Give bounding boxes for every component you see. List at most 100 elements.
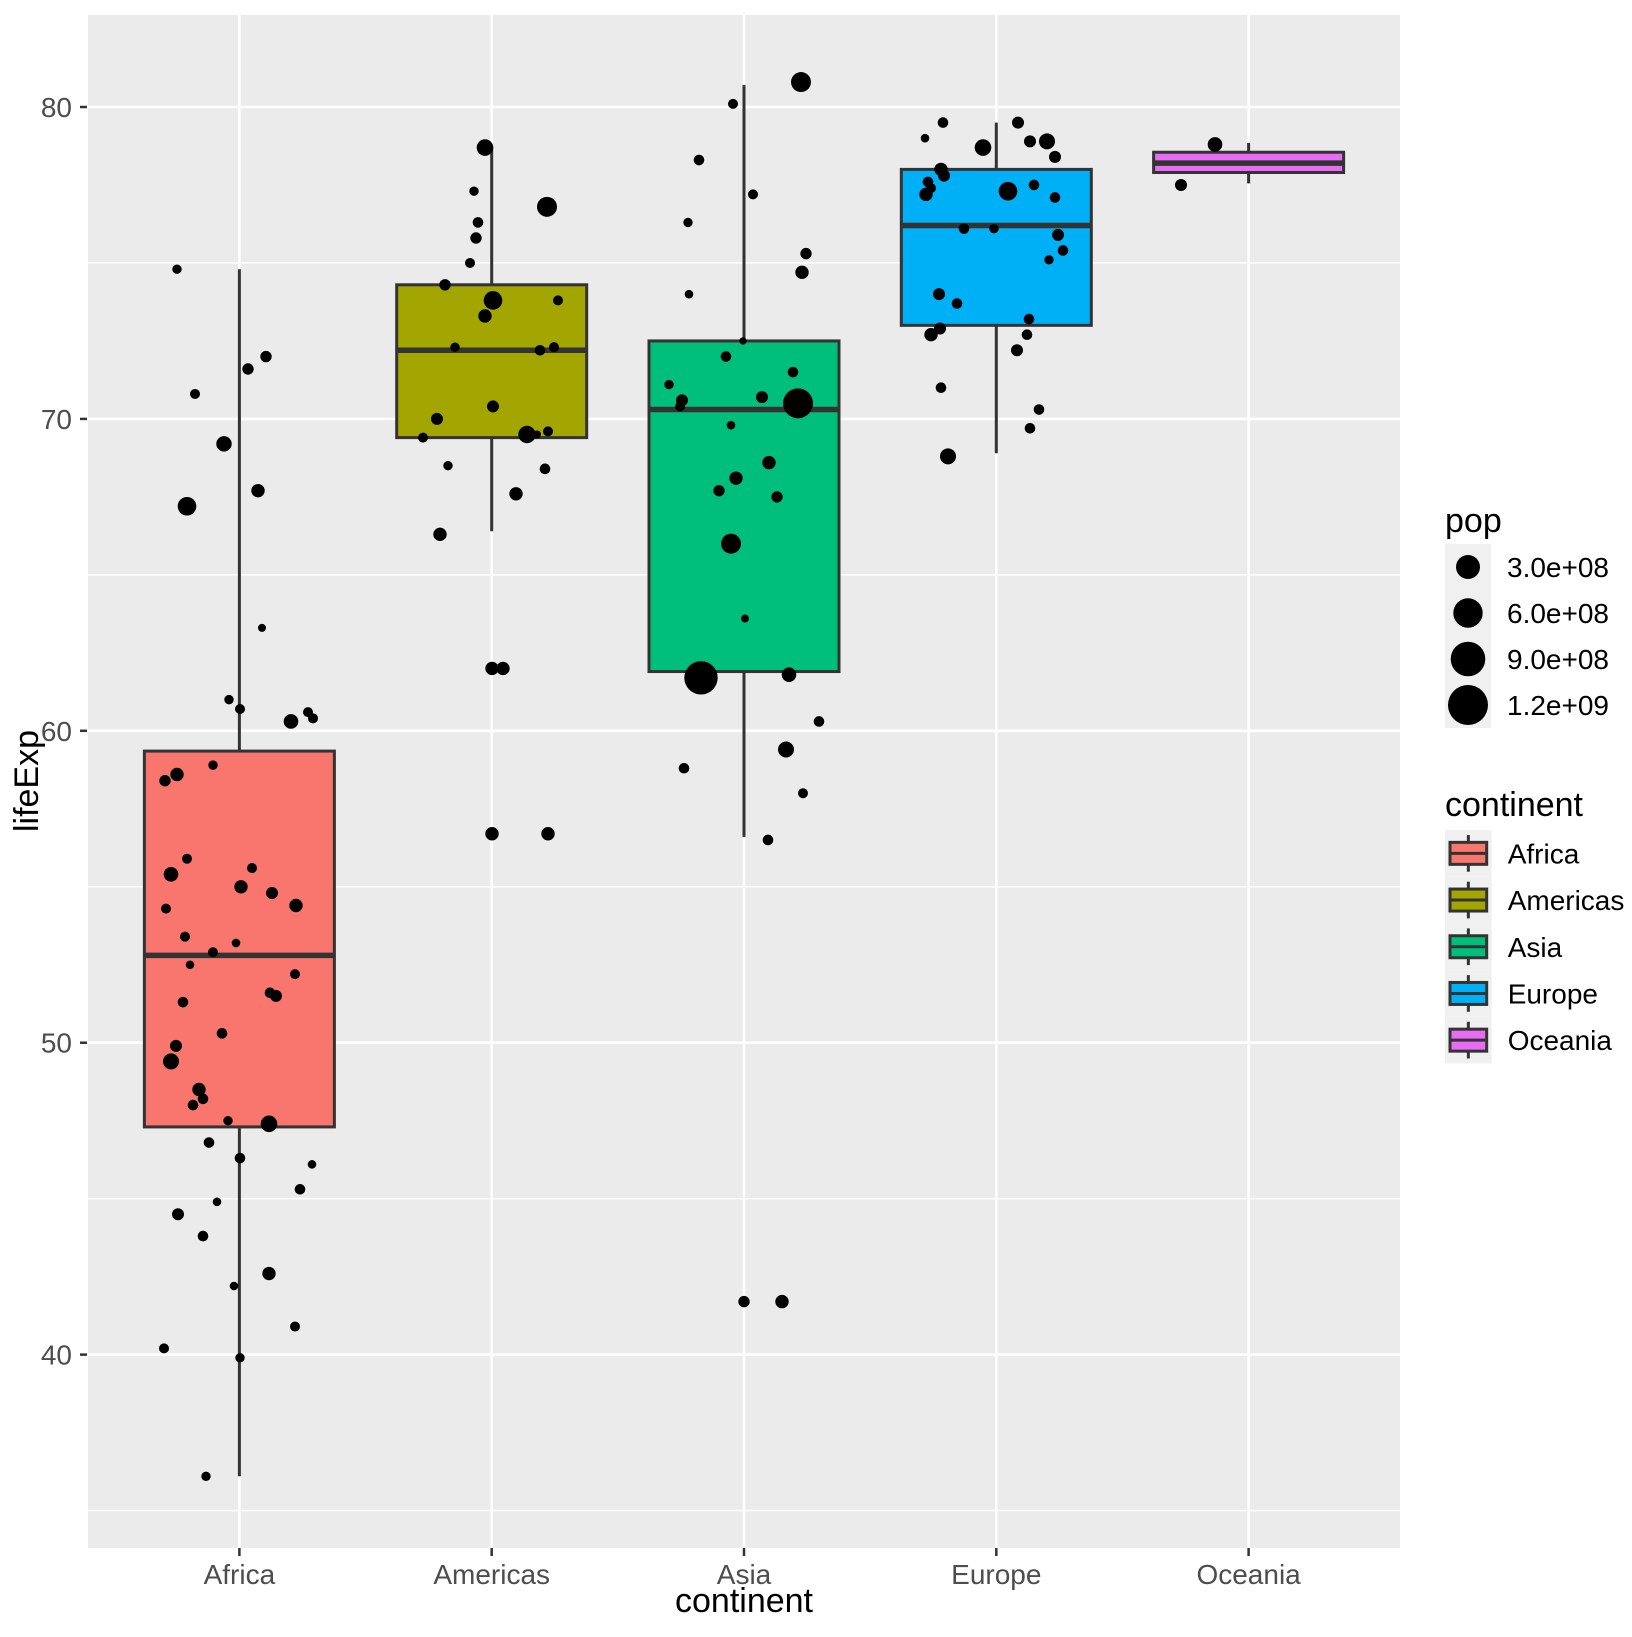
legend-pop-title: pop	[1445, 502, 1502, 540]
data-point	[159, 775, 171, 787]
x-tick-label: Oceania	[1196, 1559, 1301, 1590]
data-point	[1207, 137, 1223, 152]
data-point	[229, 1281, 239, 1291]
data-point	[728, 98, 738, 109]
data-point	[294, 1184, 306, 1195]
data-point	[469, 186, 479, 196]
data-point	[778, 741, 794, 758]
data-point	[791, 72, 811, 93]
data-point	[161, 903, 171, 914]
legend-pop-label: 9.0e+08	[1507, 644, 1609, 675]
data-point	[940, 448, 956, 465]
data-point	[450, 342, 460, 352]
data-point	[187, 1099, 199, 1111]
data-point	[470, 232, 482, 244]
data-point	[998, 181, 1018, 201]
data-point	[533, 430, 541, 439]
data-point	[678, 762, 690, 774]
data-point	[163, 1053, 179, 1070]
data-point	[726, 420, 736, 430]
data-point	[739, 337, 747, 345]
data-point	[762, 834, 774, 846]
legend-pop-circle	[1450, 641, 1486, 677]
data-point	[934, 322, 946, 335]
data-point	[260, 350, 272, 363]
data-point	[1044, 255, 1054, 265]
data-point	[485, 661, 499, 676]
data-point	[476, 139, 494, 156]
data-point	[177, 496, 197, 516]
data-point	[935, 382, 947, 394]
data-point	[738, 1295, 750, 1308]
data-point	[920, 133, 930, 143]
legend-pop-circle	[1448, 685, 1488, 725]
data-point	[170, 767, 184, 782]
data-point	[958, 223, 970, 234]
points-americas	[418, 139, 563, 841]
data-point	[290, 969, 300, 980]
data-point	[247, 863, 257, 874]
data-point	[439, 279, 451, 291]
x-tick-label: Africa	[204, 1559, 276, 1590]
data-point	[684, 289, 694, 299]
data-point	[693, 154, 705, 166]
data-point	[729, 471, 743, 485]
legend-pop-label: 3.0e+08	[1507, 552, 1609, 583]
axes: 40 50 60 70 80 Africa Americas Asia Europe Oceani…	[41, 92, 1301, 1590]
data-point	[290, 1321, 300, 1332]
data-point	[771, 491, 783, 503]
legend-pop-label: 1.2e+09	[1507, 690, 1609, 721]
data-point	[235, 1353, 245, 1363]
points-oceania	[1175, 137, 1223, 191]
data-point	[1039, 133, 1055, 150]
data-point	[234, 1152, 246, 1164]
data-point	[781, 667, 797, 682]
data-point	[541, 827, 555, 841]
data-point	[159, 1343, 169, 1354]
data-point	[1023, 313, 1035, 325]
data-point	[235, 703, 245, 714]
data-point	[539, 463, 551, 475]
data-point	[762, 455, 776, 470]
legend-continent-label: Africa	[1508, 838, 1580, 869]
data-point	[783, 388, 813, 419]
data-point	[216, 1028, 228, 1039]
data-point	[1011, 344, 1023, 357]
box-iqr	[142, 749, 336, 1129]
legend-continent-label: Asia	[1508, 932, 1563, 963]
data-point	[472, 217, 484, 228]
data-point	[190, 388, 200, 399]
data-point	[543, 426, 553, 437]
data-point	[933, 288, 945, 301]
data-point	[684, 661, 718, 695]
data-point	[208, 947, 218, 958]
legend-pop-label: 6.0e+08	[1507, 598, 1609, 629]
data-point	[787, 366, 799, 378]
data-point	[534, 344, 546, 356]
data-point	[177, 996, 189, 1008]
data-point	[483, 291, 503, 310]
data-point	[937, 117, 949, 128]
legend-continent-label: Americas	[1508, 885, 1625, 916]
data-point	[720, 351, 732, 362]
data-point	[1021, 329, 1033, 340]
data-point	[1024, 135, 1036, 148]
data-point	[1012, 116, 1024, 129]
y-tick-label: 80	[41, 92, 72, 123]
data-point	[289, 898, 303, 913]
data-point	[1024, 422, 1036, 434]
data-point	[775, 1294, 789, 1309]
data-point	[741, 614, 749, 623]
data-point	[478, 309, 492, 323]
data-point	[308, 713, 318, 724]
data-point	[989, 223, 999, 234]
legend: 3.0e+08 6.0e+08 9.0e+08 1.2e+09 Africa Americ…	[1445, 544, 1624, 1064]
data-point	[223, 1115, 233, 1126]
data-point	[974, 139, 992, 156]
data-point	[262, 1266, 276, 1281]
points-africa	[159, 264, 318, 1481]
data-point	[924, 327, 938, 342]
data-point	[192, 1082, 206, 1097]
